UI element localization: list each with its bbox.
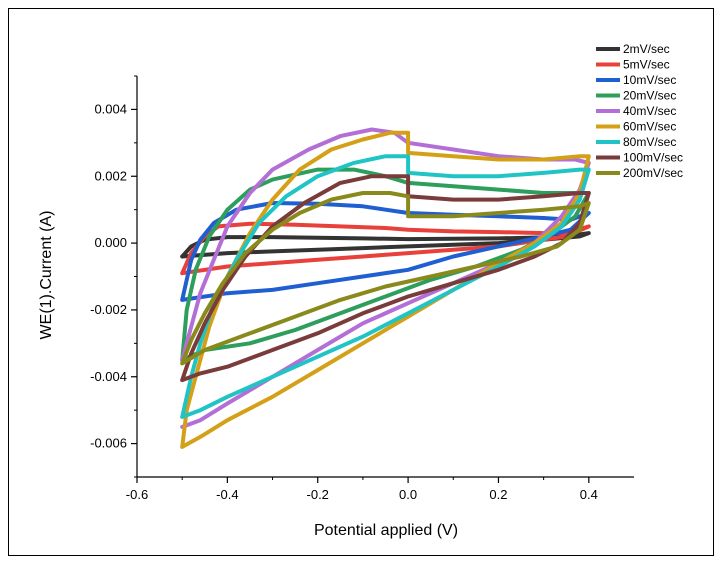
x-axis: -0.6 -0.4 -0.2 0.0 0.2 0.4	[126, 476, 634, 502]
legend-entry: 20mV/sec	[623, 89, 676, 103]
y-tick-label: -0.006	[90, 436, 127, 451]
legend-entry: 80mV/sec	[623, 135, 676, 149]
x-tick-label: 0.4	[580, 487, 598, 502]
x-tick-label: 0.2	[489, 487, 507, 502]
series-line-6	[180, 154, 591, 419]
x-axis-title: Potential applied (V)	[314, 522, 458, 539]
chart-frame: -0.6 -0.4 -0.2 0.0 0.2 0.4 -0.006 -0.004 -0.002…	[8, 8, 714, 556]
y-tick-label: 0.004	[94, 101, 127, 116]
legend-entry: 10mV/sec	[623, 73, 676, 87]
y-tick-label: -0.004	[90, 369, 127, 384]
y-axis-title: WE(1).Current (A)	[38, 211, 55, 340]
x-tick-label: -0.4	[216, 487, 238, 502]
x-tick-label: -0.6	[126, 487, 148, 502]
y-tick-label: -0.002	[90, 302, 127, 317]
legend-entry: 5mV/sec	[623, 58, 670, 72]
cv-chart: -0.6 -0.4 -0.2 0.0 0.2 0.4 -0.006 -0.004 -0.002…	[38, 42, 683, 539]
series-line-8	[180, 191, 591, 366]
y-axis: -0.006 -0.004 -0.002 0.000 0.002 0.004	[90, 75, 138, 478]
y-tick-label: 0.002	[94, 168, 127, 183]
legend-entry: 2mV/sec	[623, 42, 670, 56]
legend-entry: 60mV/sec	[623, 120, 676, 134]
plot-area	[180, 127, 591, 449]
series-line-5	[180, 130, 591, 449]
legend-entry: 100mV/sec	[623, 151, 683, 165]
y-tick-label: 0.000	[94, 235, 127, 250]
series-line-3	[180, 167, 591, 362]
x-tick-label: -0.2	[307, 487, 329, 502]
x-tick-label: 0.0	[399, 487, 417, 502]
legend-entry: 40mV/sec	[623, 104, 676, 118]
legend-entry: 200mV/sec	[623, 166, 683, 180]
